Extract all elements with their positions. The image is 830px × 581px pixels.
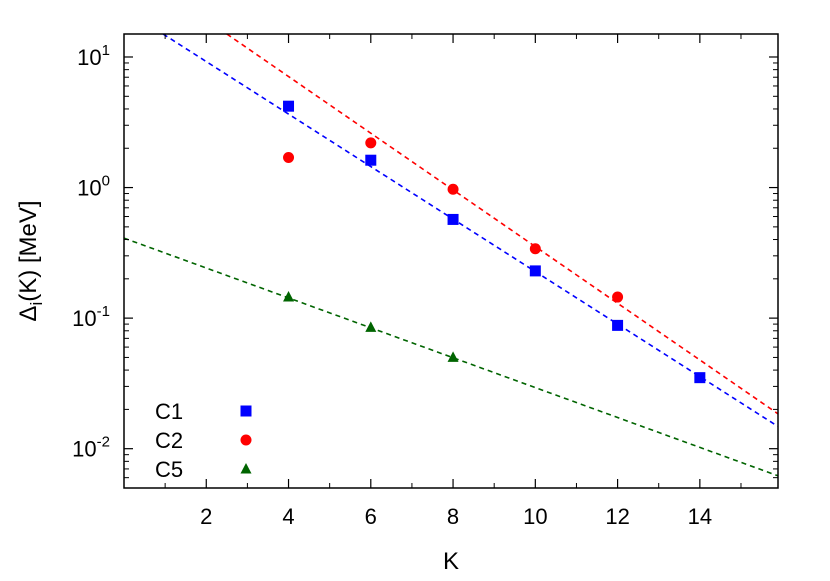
legend-label-c1: C1 (155, 399, 183, 424)
legend-label-c2: C2 (155, 428, 183, 453)
y-tick-label: 10-1 (72, 303, 110, 331)
x-tick-label: 4 (282, 504, 294, 529)
fit-lines (123, 33, 779, 477)
legend: C1 C2 C5 (155, 399, 252, 482)
data-point-c2 (612, 291, 624, 303)
x-axis: 2 4 6 8 10 12 14 (164, 34, 742, 529)
data-point-c1 (694, 372, 706, 384)
y-axis-label-rest: (K) [MeV] (15, 200, 42, 301)
fit-line-c5 (123, 237, 779, 477)
data-point-c5 (283, 291, 295, 302)
y-axis-label-main: Δ (15, 306, 42, 322)
data-point-c1 (447, 213, 459, 225)
fit-line-c2 (226, 33, 779, 415)
legend-label-c5: C5 (155, 457, 183, 482)
data-point-c5 (365, 321, 377, 332)
y-tick-label: 101 (77, 42, 110, 70)
x-tick-label: 6 (365, 504, 377, 529)
y-axis-label: Δi(K) [MeV] (15, 200, 46, 321)
x-tick-label: 10 (523, 504, 547, 529)
y-tick-label: 10-2 (72, 434, 110, 462)
data-markers (283, 100, 706, 384)
x-axis-label: K (443, 548, 459, 575)
data-point-c1 (529, 265, 541, 277)
fit-line-c1 (162, 33, 779, 428)
data-point-c1 (612, 319, 624, 331)
data-point-c2 (447, 183, 459, 195)
x-tick-label: 8 (447, 504, 459, 529)
x-tick-label: 14 (688, 504, 712, 529)
plot-frame (123, 33, 779, 489)
x-tick-label: 2 (200, 504, 212, 529)
legend-marker-c1 (240, 405, 252, 417)
legend-marker-c5 (240, 463, 252, 474)
data-point-c2 (529, 243, 541, 255)
y-axis-label-sub: i (27, 302, 46, 306)
x-tick-label: 12 (605, 504, 629, 529)
data-point-c2 (365, 137, 377, 149)
data-point-c1 (283, 100, 295, 112)
y-axis: 101 100 10-1 10-2 (72, 42, 778, 479)
y-tick-label: 100 (77, 173, 110, 201)
data-point-c5 (447, 351, 459, 362)
data-point-c1 (365, 154, 377, 166)
legend-marker-c2 (240, 434, 252, 446)
data-point-c2 (283, 151, 295, 163)
